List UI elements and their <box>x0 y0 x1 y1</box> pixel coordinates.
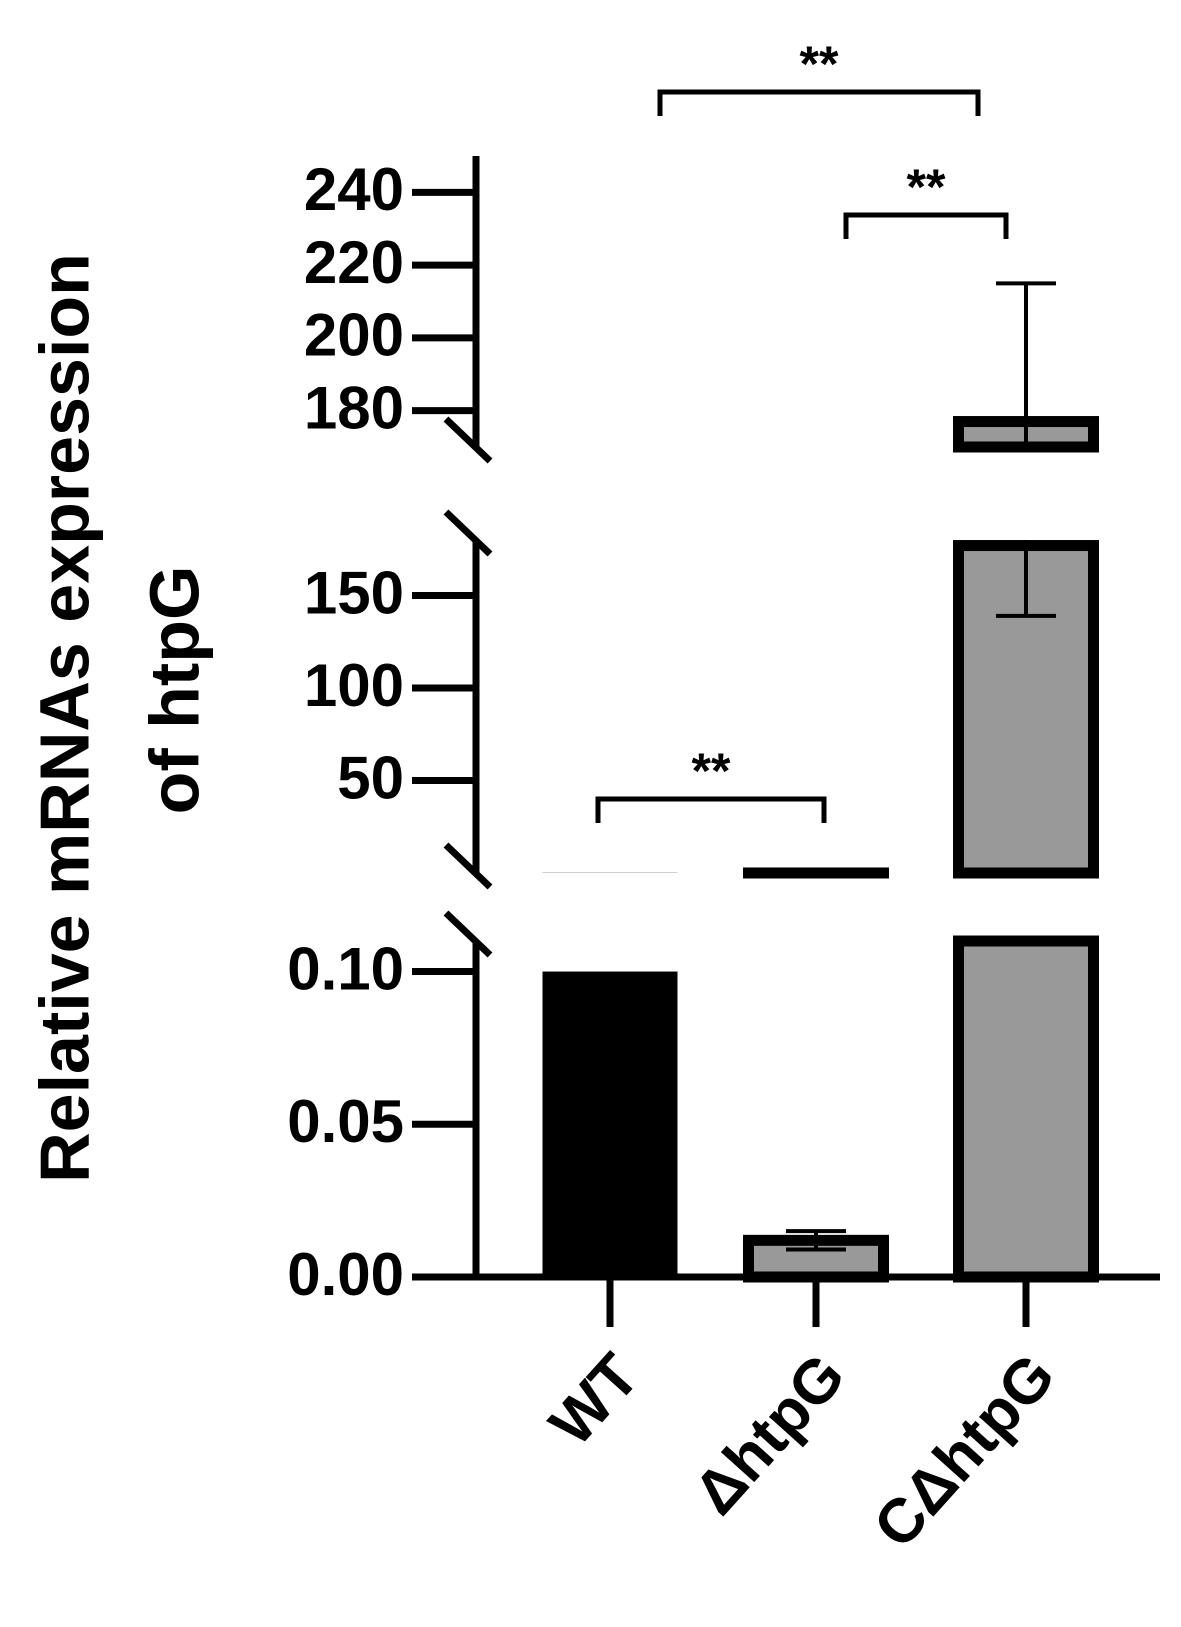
y-tick-label: 0.00 <box>287 1241 404 1308</box>
axis-break <box>443 509 493 557</box>
x-tick-label: WT <box>537 1341 653 1459</box>
y-tick-label: 50 <box>337 744 404 811</box>
y-tick-label: 0.05 <box>287 1088 404 1155</box>
bar <box>953 935 1099 1283</box>
y-tick-label: 150 <box>304 559 404 626</box>
significance-label: ** <box>907 159 946 215</box>
significance-bracket <box>595 796 827 823</box>
significance-label: ** <box>800 36 839 92</box>
axis-break <box>443 842 493 890</box>
y-tick-label: 100 <box>304 652 404 719</box>
x-tick-label: CΔhtpG <box>861 1341 1069 1561</box>
significance-bracket <box>843 212 1009 239</box>
significance-bracket <box>657 89 981 116</box>
y-tick-label: 200 <box>304 302 404 369</box>
y-tick-label: 240 <box>304 156 404 223</box>
y-tick-label: 0.10 <box>287 935 404 1002</box>
x-tick-label: ΔhtpG <box>681 1341 859 1528</box>
y-axis-title: of htpG <box>135 566 213 815</box>
significance-label: ** <box>692 743 731 799</box>
bar <box>542 971 678 1277</box>
axis-break <box>443 416 493 464</box>
axis-break <box>443 910 493 958</box>
y-tick-label: 180 <box>304 374 404 441</box>
y-tick-label: 220 <box>304 229 404 296</box>
y-axis-title: Relative mRNAs expression <box>25 253 103 1183</box>
